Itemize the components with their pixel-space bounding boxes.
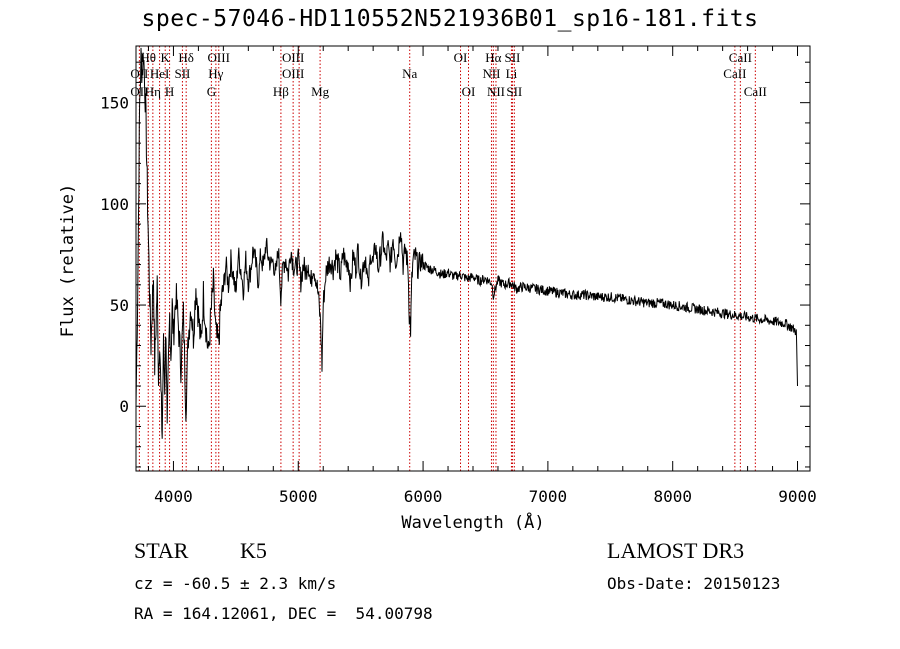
x-tick-label: 9000: [778, 487, 817, 506]
x-axis-label: Wavelength (Å): [401, 511, 544, 533]
spectral-line-label: Na: [402, 66, 417, 81]
spectral-line-label: Hγ: [208, 66, 223, 81]
spectral-line-label: OI: [454, 50, 468, 65]
y-tick-label: 0: [119, 397, 129, 416]
spectral-line-label: CaII: [729, 50, 752, 65]
spectral-line-label: OIII: [208, 50, 230, 65]
spectral-line-label: SII: [504, 50, 520, 65]
spectral-line-label: G: [207, 84, 216, 99]
spectral-line-label: Mg: [311, 84, 330, 99]
y-tick-label: 50: [110, 296, 129, 315]
spectral-line-label: OI: [462, 84, 476, 99]
spectral-line-label: OIII: [282, 66, 304, 81]
x-tick-label: 7000: [529, 487, 568, 506]
spectral-line-label: HeI: [150, 66, 170, 81]
spectral-line-label: NII: [482, 66, 500, 81]
redshift-value: cz = -60.5 ± 2.3 km/s: [134, 574, 337, 593]
spectral-line-label: SII: [506, 84, 522, 99]
spectral-line-label: Hθ: [140, 50, 156, 65]
survey-name: LAMOST DR3: [607, 538, 745, 563]
obs-date: Obs-Date: 20150123: [607, 574, 781, 593]
spectral-subclass: K5: [240, 538, 267, 563]
y-tick-label: 150: [100, 94, 129, 113]
plot-frame: [135, 45, 811, 472]
x-tick-label: 5000: [279, 487, 318, 506]
spectral-line-label: OII: [130, 66, 148, 81]
spectrum-line: [135, 47, 798, 439]
spectral-line-label: NII: [487, 84, 505, 99]
spectral-line-label: Li: [506, 66, 518, 81]
spectral-line-label: OII: [130, 84, 148, 99]
spectral-line-label: CaII: [723, 66, 746, 81]
chart-title: spec-57046-HD110552N521936B01_sp16-181.f…: [141, 6, 759, 32]
spectral-line-label: Hβ: [273, 84, 289, 99]
y-axis-label: Flux (relative): [58, 184, 78, 338]
x-tick-label: 8000: [653, 487, 692, 506]
coordinates: RA = 164.12061, DEC = 54.00798: [134, 604, 433, 623]
spectral-line-label: Hη: [145, 84, 161, 99]
spectral-line-label: K: [161, 50, 171, 65]
spectral-line-label: CaII: [744, 84, 767, 99]
spectral-line-label: OIII: [282, 50, 304, 65]
spectral-line-label: Hδ: [178, 50, 194, 65]
x-tick-label: 6000: [404, 487, 443, 506]
object-class: STAR: [134, 538, 189, 563]
y-tick-label: 100: [100, 195, 129, 214]
x-tick-label: 4000: [154, 487, 193, 506]
spectral-line-label: SII: [174, 66, 190, 81]
spectral-line-label: H: [165, 84, 174, 99]
spectral-line-label: Hα: [485, 50, 501, 65]
